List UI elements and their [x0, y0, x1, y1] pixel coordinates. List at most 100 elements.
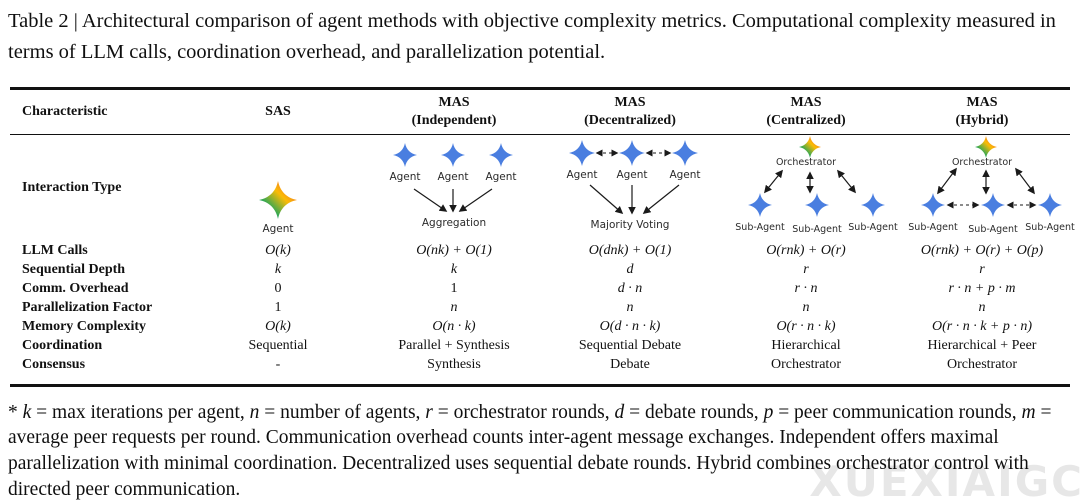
sub-agent-label: Sub-Agent [735, 221, 785, 233]
cell: - [275, 356, 281, 372]
agent-label: Agent [566, 168, 598, 181]
sub-agent-label: Sub-Agent [968, 223, 1018, 235]
cell: Debate [610, 356, 650, 372]
orchestrator-star-gradient-icon [799, 135, 821, 158]
cell: O(rnk) + O(r) [766, 242, 846, 258]
table-footnote: * k = max iterations per agent, n = numb… [8, 400, 1070, 503]
cell: d · n [617, 280, 643, 296]
agent-star-icon [441, 142, 465, 167]
sub-agent-star-icon [921, 192, 945, 217]
cell: n [802, 299, 810, 315]
voting-arrows [589, 148, 680, 215]
majority-voting-label: Majority Voting [590, 218, 670, 231]
agent-label: Agent [262, 222, 294, 235]
diagram-mas-independent: Agent Agent Agent Aggregation [366, 135, 542, 241]
header-label: MAS [790, 95, 822, 110]
var-k: k [22, 401, 32, 423]
agent-star-icon [619, 139, 645, 166]
cell: d [626, 261, 634, 277]
footnote-text: = debate rounds, [624, 401, 764, 423]
footnote-text: = orchestrator rounds, [432, 401, 615, 423]
cell: O(nk) + O(1) [416, 242, 492, 258]
cell: O(d · n · k) [599, 318, 661, 334]
cell: 1 [274, 299, 282, 315]
aggregation-arrows [413, 188, 493, 213]
header-sublabel: (Hybrid) [955, 112, 1009, 128]
cell: 0 [274, 280, 282, 296]
header-label: MAS [966, 95, 998, 110]
cell: r · n + p · m [948, 280, 1016, 296]
sub-agent-label: Sub-Agent [908, 221, 958, 233]
diagram-mas-centralized: Orchestrator Sub-Agent Sub-Agent Sub-Age… [718, 135, 898, 241]
cell: 1 [450, 280, 458, 296]
orchestrator-label: Orchestrator [775, 156, 837, 168]
row-label-sequential-depth: Sequential Depth [22, 261, 126, 277]
agent-star-gradient-icon [259, 180, 297, 219]
agent-star-icon [569, 139, 595, 166]
sub-agent-label: Sub-Agent [1025, 221, 1075, 233]
cell: O(r · n · k) [776, 318, 836, 334]
footnote-text: * [8, 401, 23, 423]
orchestrator-label: Orchestrator [951, 156, 1013, 168]
footnote-text: = max iterations per agent, [31, 401, 250, 423]
cell: O(rnk) + O(r) + O(p) [920, 242, 1044, 258]
cell: n [978, 299, 986, 315]
agent-star-icon [393, 142, 417, 167]
cell: k [450, 261, 458, 277]
watermark: XUEXIAIGC [809, 457, 1080, 504]
cell: Synthesis [427, 356, 481, 372]
header-label: MAS [614, 95, 646, 110]
row-label: Interaction Type [22, 180, 122, 195]
hybrid-arrows [937, 167, 1037, 209]
footnote-text: = number of agents, [259, 401, 426, 423]
agent-label: Agent [389, 170, 421, 183]
row-label-parallelization-factor: Parallelization Factor [22, 299, 153, 315]
cell: r · n [794, 280, 818, 296]
cell: n [450, 299, 458, 315]
row-label-coordination: Coordination [22, 337, 103, 353]
column-header-mas-decentralized: MAS (Decentralized) [542, 90, 718, 135]
sub-agent-star-icon [981, 192, 1005, 217]
cell: r [979, 261, 985, 277]
aggregation-label: Aggregation [421, 216, 487, 229]
cell: O(n · k) [432, 318, 476, 334]
orchestrator-arrows [764, 169, 856, 194]
cell: Hierarchical + Peer [927, 337, 1037, 353]
row-label-consensus: Consensus [22, 356, 86, 372]
var-m: m [1021, 401, 1036, 423]
sub-agent-star-icon [805, 192, 829, 217]
cell: n [626, 299, 634, 315]
cell: O(k) [265, 318, 291, 334]
comparison-table: Characteristic SAS MAS (Independent) MAS (… [10, 86, 1075, 387]
cell: k [274, 261, 282, 277]
row-label-comm-overhead: Comm. Overhead [22, 280, 129, 296]
agent-label: Agent [485, 170, 517, 183]
header-sublabel: (Decentralized) [584, 112, 676, 128]
var-p: p [763, 401, 774, 423]
column-header-sas: SAS [190, 90, 366, 135]
table-caption: Table 2 | Architectural comparison of ag… [8, 10, 1056, 63]
header-label: Characteristic [22, 103, 108, 119]
footnote-text: = peer communication rounds, [773, 401, 1022, 423]
sub-agent-label: Sub-Agent [792, 223, 842, 235]
cell: O(k) [265, 242, 291, 258]
var-n: n [249, 401, 260, 423]
cell: O(r · n · k + p · n) [931, 318, 1033, 334]
cell: Orchestrator [771, 356, 841, 372]
agent-star-icon [489, 142, 513, 167]
header-sublabel: (Independent) [411, 112, 497, 128]
sub-agent-star-icon [748, 192, 772, 217]
header-label: SAS [265, 103, 291, 119]
cell: Parallel + Synthesis [398, 337, 510, 353]
orchestrator-star-gradient-icon [975, 135, 997, 158]
column-header-mas-centralized: MAS (Centralized) [718, 90, 894, 135]
agent-label: Agent [437, 170, 469, 183]
cell: Hierarchical [771, 337, 841, 353]
agent-star-icon [672, 139, 698, 166]
row-label-interaction-type: Interaction Type [10, 135, 190, 241]
row-label-memory-complexity: Memory Complexity [22, 318, 147, 334]
sub-agent-star-icon [1038, 192, 1062, 217]
column-header-mas-independent: MAS (Independent) [366, 90, 542, 135]
agent-label: Agent [669, 168, 701, 181]
var-r: r [425, 401, 433, 423]
